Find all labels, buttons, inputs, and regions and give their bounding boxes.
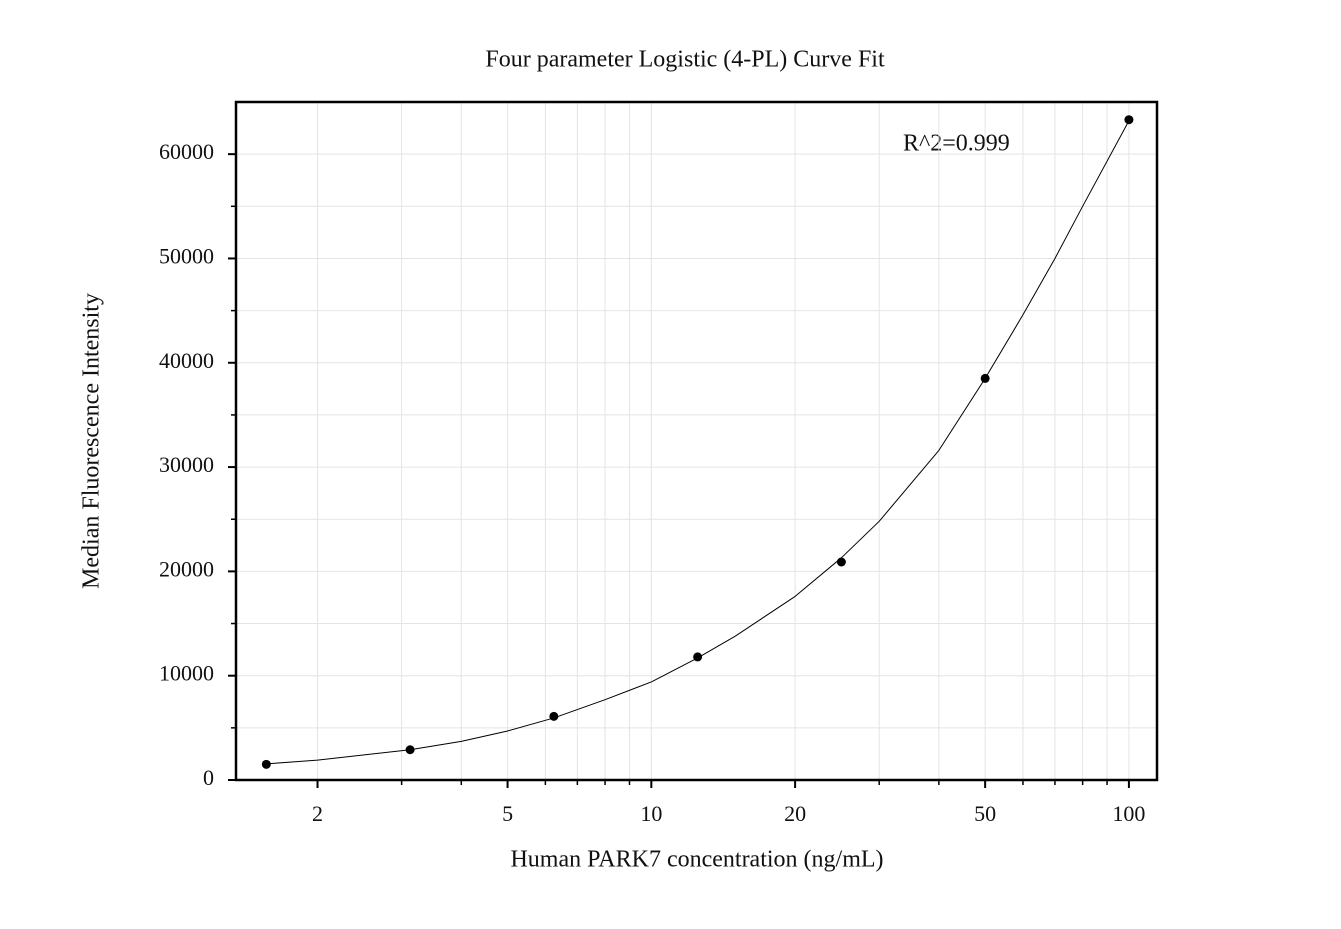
plot-frame xyxy=(234,100,1159,782)
y-tick-label: 50000 xyxy=(159,244,214,269)
y-tick-label: 0 xyxy=(203,765,214,790)
x-tick-label: 10 xyxy=(640,801,662,826)
y-axis-label: Median Fluorescence Intensity xyxy=(79,293,105,589)
annotation: R^2=0.999 xyxy=(903,131,1010,157)
fit-curve xyxy=(266,120,1130,765)
x-tick-label: 2 xyxy=(312,801,323,826)
data-point xyxy=(405,745,415,755)
x-tick-label: 5 xyxy=(502,801,513,826)
data-point xyxy=(836,557,846,567)
data-point xyxy=(549,711,559,721)
y-tick-label: 60000 xyxy=(159,139,214,164)
y-tick-label: 10000 xyxy=(159,661,214,686)
data-point xyxy=(693,652,703,662)
data-point xyxy=(980,373,990,383)
y-tick-label: 30000 xyxy=(159,452,214,477)
x-tick-label: 20 xyxy=(784,801,806,826)
y-tick-label: 40000 xyxy=(159,348,214,373)
x-axis-label: Human PARK7 concentration (ng/mL) xyxy=(510,847,883,873)
data-point xyxy=(261,759,271,769)
x-tick-label: 50 xyxy=(974,801,996,826)
chart-title: Four parameter Logistic (4-PL) Curve Fit xyxy=(485,47,885,73)
data-point xyxy=(1124,115,1134,125)
x-tick-label: 100 xyxy=(1112,801,1145,826)
y-tick-label: 20000 xyxy=(159,556,214,581)
